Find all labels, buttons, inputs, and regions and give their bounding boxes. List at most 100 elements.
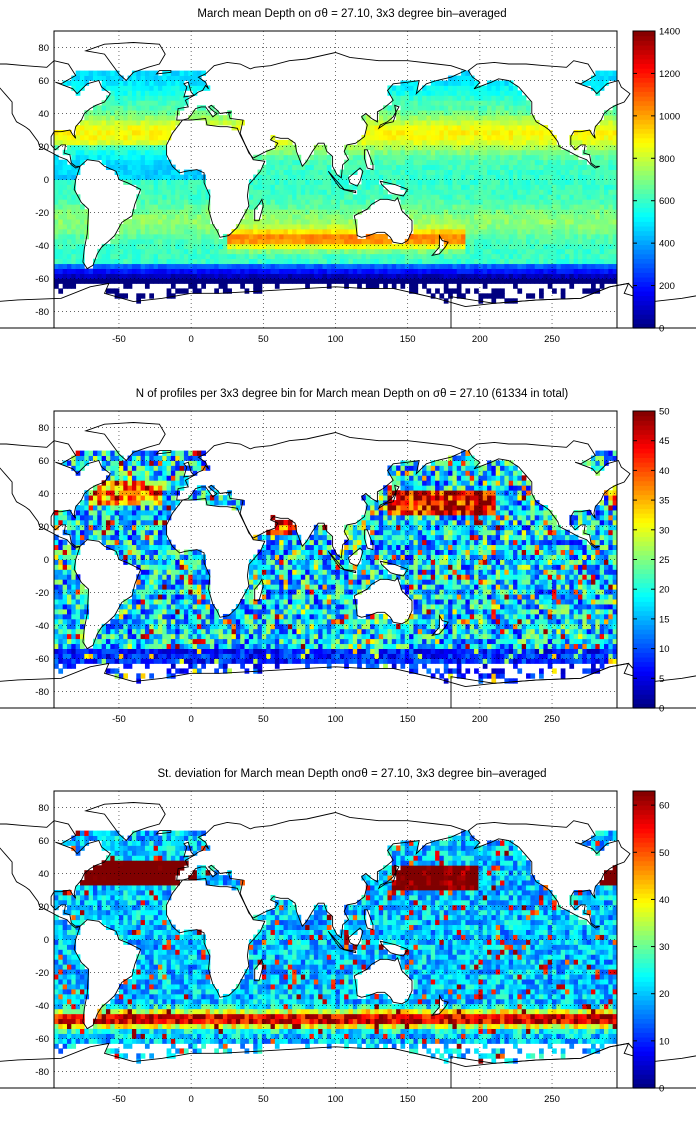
data-cell xyxy=(58,599,64,605)
data-cell xyxy=(162,219,167,225)
data-cell xyxy=(136,519,142,526)
data-cell xyxy=(149,179,155,185)
data-cell xyxy=(582,253,588,260)
data-cell xyxy=(417,115,423,121)
data-cell xyxy=(84,609,90,615)
data-cell xyxy=(170,105,176,111)
data-cell xyxy=(279,229,284,235)
data-cell xyxy=(166,70,172,76)
data-cell xyxy=(149,149,155,156)
data-cell xyxy=(465,209,471,215)
data-cell xyxy=(426,154,432,161)
data-cell xyxy=(71,85,77,91)
data-cell xyxy=(582,209,588,215)
data-cell xyxy=(534,243,540,250)
data-cell xyxy=(149,500,155,506)
data-cell xyxy=(136,120,142,126)
data-cell xyxy=(608,139,614,146)
data-cell xyxy=(426,214,432,220)
data-cell xyxy=(110,139,116,146)
data-cell xyxy=(270,214,276,220)
data-cell xyxy=(79,529,85,536)
data-cell xyxy=(136,564,142,570)
data-cell xyxy=(543,130,549,136)
data-cell xyxy=(404,204,410,210)
data-cell xyxy=(118,80,124,86)
data-cell xyxy=(62,159,68,166)
data-cell xyxy=(62,653,68,659)
data-cell xyxy=(300,224,306,230)
data-cell xyxy=(504,105,510,111)
data-cell xyxy=(97,278,103,284)
data-cell xyxy=(547,130,553,136)
data-cell xyxy=(231,233,237,240)
data-cell xyxy=(595,243,601,250)
data-cell xyxy=(110,154,116,161)
data-cell xyxy=(97,628,103,635)
data-cell xyxy=(66,564,72,570)
data-cell xyxy=(123,233,129,240)
data-cell xyxy=(123,648,129,654)
data-cell xyxy=(166,75,172,81)
data-cell xyxy=(131,653,137,659)
data-cell xyxy=(71,465,77,471)
data-cell xyxy=(105,105,111,111)
data-cell xyxy=(114,130,120,136)
data-cell xyxy=(344,233,349,240)
data-cell xyxy=(604,154,609,161)
data-cell xyxy=(430,130,436,136)
data-cell xyxy=(118,139,124,146)
data-cell xyxy=(595,238,601,245)
data-cell xyxy=(608,209,614,215)
data-cell xyxy=(188,268,193,274)
data-cell xyxy=(118,529,124,536)
data-cell xyxy=(565,199,570,205)
data-cell xyxy=(196,273,202,279)
data-cell xyxy=(84,125,90,131)
data-cell xyxy=(348,233,354,240)
data-cell xyxy=(66,589,72,595)
data-cell xyxy=(149,75,155,81)
data-cell xyxy=(422,110,427,116)
data-cell xyxy=(413,184,419,190)
data-cell xyxy=(101,539,107,546)
data-cell xyxy=(179,253,185,260)
data-cell xyxy=(79,628,85,635)
data-cell xyxy=(144,599,150,605)
data-cell xyxy=(175,204,180,210)
data-cell xyxy=(374,243,380,250)
data-cell xyxy=(71,224,77,230)
data-cell xyxy=(253,224,258,230)
data-cell xyxy=(396,253,401,260)
data-cell xyxy=(565,204,570,210)
data-cell xyxy=(335,238,341,245)
data-cell xyxy=(513,253,518,260)
data-cell xyxy=(123,638,129,645)
data-cell xyxy=(586,194,592,200)
data-cell xyxy=(504,174,510,180)
data-cell xyxy=(352,273,358,279)
data-cell xyxy=(487,139,492,146)
data-cell xyxy=(422,209,427,215)
data-cell xyxy=(196,70,202,76)
data-cell xyxy=(313,174,319,180)
data-cell xyxy=(253,253,258,260)
data-cell xyxy=(292,154,297,161)
data-cell xyxy=(582,263,588,269)
data-cell xyxy=(114,648,120,654)
data-cell xyxy=(149,490,155,496)
data-cell xyxy=(131,268,137,274)
data-cell xyxy=(157,75,163,81)
data-cell xyxy=(136,100,142,106)
data-cell xyxy=(105,248,111,255)
data-cell xyxy=(318,224,323,230)
data-cell xyxy=(201,278,206,284)
data-cell xyxy=(118,524,124,531)
data-cell xyxy=(339,214,345,220)
data-cell xyxy=(131,604,137,610)
data-cell xyxy=(552,219,557,225)
data-cell xyxy=(452,199,458,205)
data-cell xyxy=(513,268,518,274)
data-cell xyxy=(435,149,440,156)
data-cell xyxy=(283,164,289,170)
